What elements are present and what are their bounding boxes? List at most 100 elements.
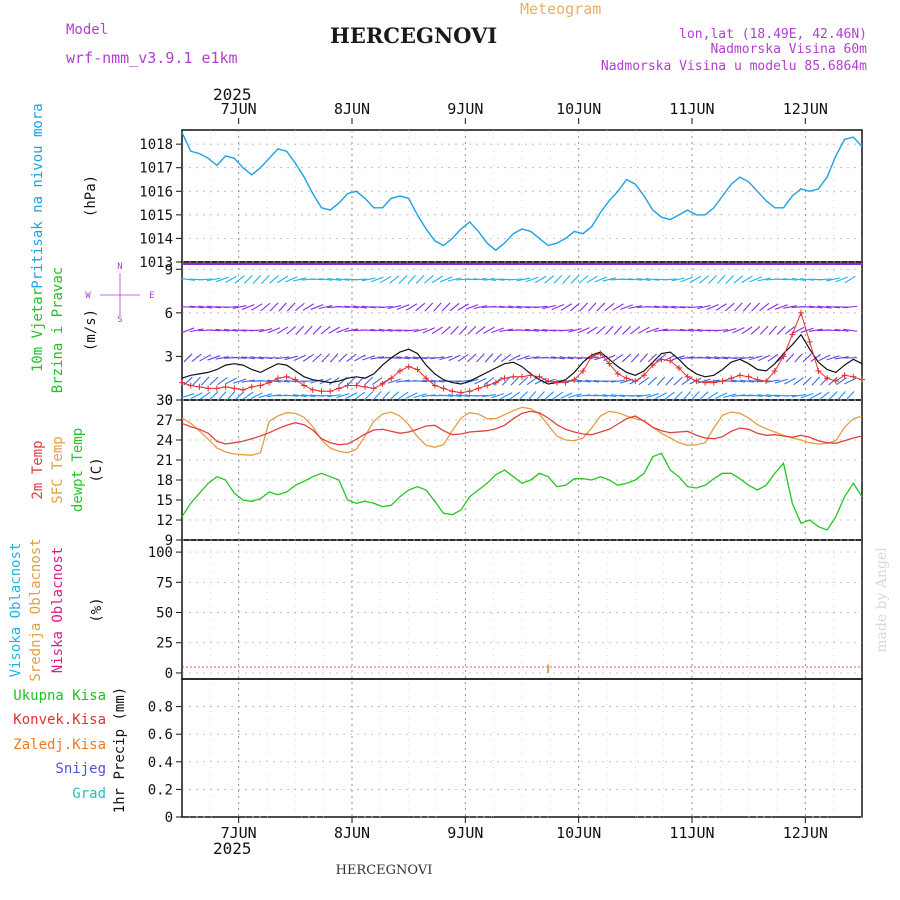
- wind-arrow: [292, 394, 307, 398]
- wind-arrow: [269, 302, 279, 312]
- bottom-year: 2025: [213, 839, 252, 858]
- wind-arrow: [361, 329, 376, 332]
- wind-arrow: [516, 355, 530, 361]
- wind-arrow: [431, 275, 443, 284]
- wind-arrow: [605, 325, 614, 335]
- wind-arrow: [267, 394, 281, 398]
- wind-arrow: [335, 306, 350, 308]
- wind-arrow: [448, 354, 461, 362]
- gust-marker: [815, 367, 822, 374]
- gust-marker: [318, 388, 325, 395]
- wind-arrow: [697, 378, 711, 384]
- gust-marker: [292, 376, 299, 383]
- y-tick-label: 3: [165, 349, 173, 365]
- wind-arrow: [671, 277, 686, 282]
- gust-marker: [196, 383, 203, 390]
- wind-arrow: [817, 278, 832, 281]
- wind-arrow: [387, 328, 402, 332]
- wind-arrow: [258, 380, 273, 383]
- wind-arrow: [819, 391, 830, 400]
- top-day-label: 9JUN: [447, 100, 483, 118]
- watermark: made by Angel: [874, 547, 890, 653]
- wind-arrow: [233, 378, 247, 384]
- y-tick-label: 0: [165, 393, 173, 409]
- y-tick-label: 12: [156, 513, 173, 529]
- top-day-label: 10JUN: [556, 100, 601, 118]
- wind-arrow: [586, 326, 598, 335]
- wind-arrow: [258, 328, 273, 333]
- wind-arrow: [525, 276, 539, 283]
- gust-marker: [187, 382, 194, 389]
- wind-arrow: [688, 305, 703, 309]
- gust-marker: [614, 370, 621, 377]
- wind-arrow: [808, 305, 823, 309]
- wind-arrow: [310, 378, 324, 384]
- wind-arrow: [734, 302, 743, 312]
- wind-arrow: [843, 305, 858, 309]
- wind-arrow: [621, 353, 632, 363]
- panel-frame-temp: [181, 399, 863, 541]
- wind-arrow: [224, 328, 238, 332]
- gust-marker: [693, 378, 700, 385]
- y-tick-label: 1017: [139, 161, 173, 177]
- wind-arrow: [364, 376, 374, 386]
- wind-arrow: [837, 391, 846, 401]
- gust-marker: [519, 373, 525, 380]
- wind-arrow: [200, 376, 210, 386]
- wind-arrow: [241, 304, 255, 310]
- wind-arrow: [708, 274, 717, 284]
- wind-arrow: [475, 326, 486, 335]
- wind-arrow: [536, 391, 545, 401]
- gust-marker: [370, 385, 377, 392]
- wind-arrow: [673, 391, 683, 401]
- wind-arrow: [705, 379, 720, 383]
- gust-marker: [327, 388, 334, 395]
- y-tick-label: 75: [156, 575, 173, 591]
- wind-arrow: [449, 302, 460, 312]
- wind-arrow: [191, 353, 202, 362]
- city-title: HERCEGNOVI: [330, 23, 497, 48]
- wind-arrow: [630, 326, 641, 335]
- cloud-label-1: Visoka Oblacnost: [8, 543, 24, 678]
- wind-arrow: [457, 303, 469, 311]
- wind-arrow: [225, 377, 237, 385]
- gust-marker: [423, 375, 430, 382]
- wind-arrow: [774, 378, 788, 384]
- wind-arrow: [749, 276, 762, 283]
- wind-arrow: [647, 376, 658, 386]
- wind-arrow: [818, 354, 831, 362]
- wind-arrow: [398, 274, 408, 284]
- wind-arrow: [637, 326, 650, 334]
- wind-arrow: [354, 391, 366, 400]
- compass-e: E: [149, 291, 154, 301]
- gust-marker: [353, 382, 360, 389]
- wind-arrow: [774, 304, 788, 310]
- gust-marker: [553, 379, 560, 386]
- wind-arrow: [826, 305, 840, 309]
- wind-arrow: [430, 379, 445, 383]
- wind-arrow: [723, 328, 737, 333]
- wind-arrow: [301, 379, 316, 383]
- wind-arrow: [551, 304, 565, 311]
- wind-arrow: [654, 328, 668, 333]
- wind-arrow: [218, 391, 227, 401]
- compass-n: N: [117, 262, 122, 272]
- gust-marker: [719, 378, 726, 385]
- gust-marker: [205, 385, 212, 392]
- y-tick-label: 1013: [139, 255, 173, 271]
- wind-arrow: [791, 277, 806, 281]
- wind-arrow: [578, 275, 589, 284]
- wind-arrow: [800, 278, 815, 281]
- gust-marker: [283, 373, 290, 380]
- y-tick-label: 21: [156, 453, 173, 469]
- bottom-day-label: 8JUN: [334, 824, 370, 842]
- top-day-label: 11JUN: [669, 100, 714, 118]
- y-tick-label: 100: [148, 545, 173, 561]
- wind-arrow: [473, 305, 488, 309]
- y-tick-label: 0.4: [148, 755, 173, 771]
- wind-label-2: Brzina i Pravac: [50, 267, 66, 393]
- wind-arrow: [387, 356, 402, 359]
- gust-marker: [405, 363, 412, 370]
- wind-arrow: [482, 394, 496, 398]
- wind-arrow: [372, 391, 382, 401]
